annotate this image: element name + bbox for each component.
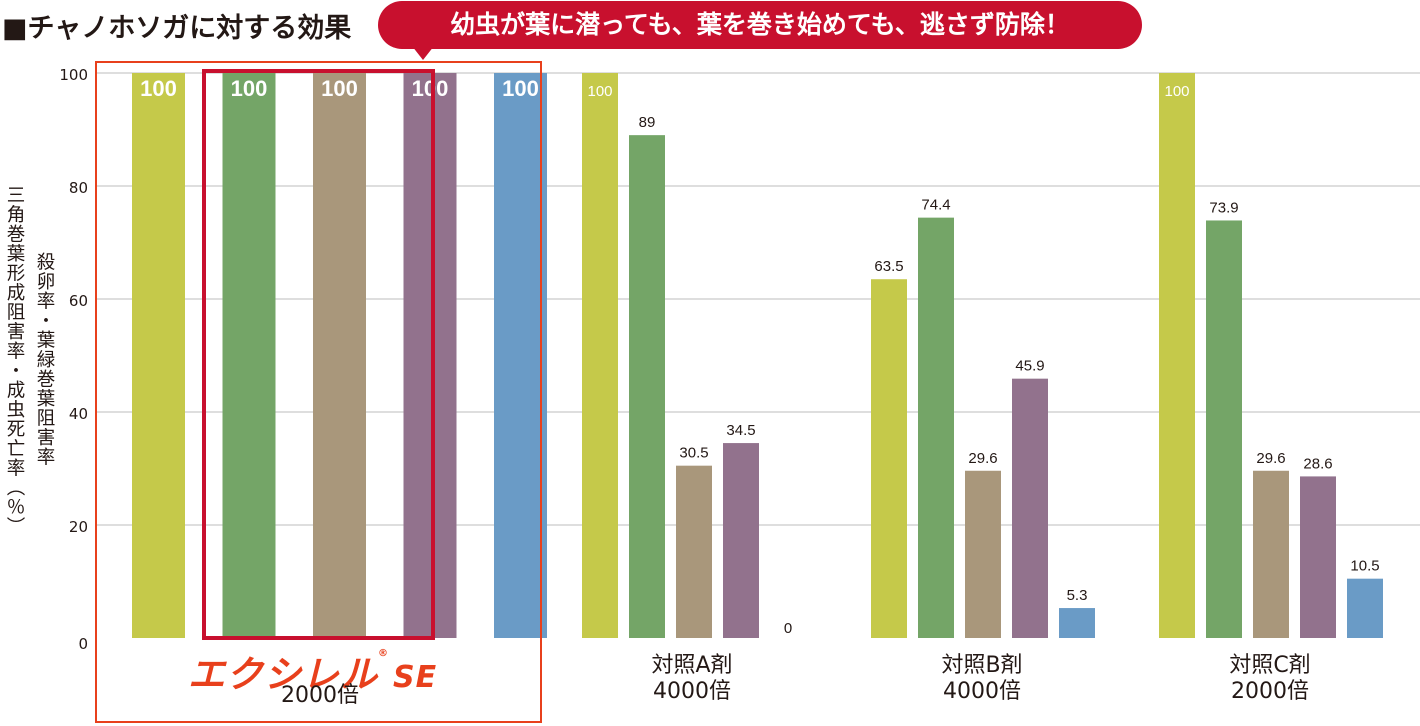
- y-tick-label: 100: [59, 66, 88, 84]
- control-a-rate: 4000倍: [653, 679, 731, 704]
- highlight-box: [202, 69, 435, 640]
- value-label-g3-s2: 29.6: [1256, 450, 1285, 467]
- logo-brand: エクシレル: [188, 653, 378, 696]
- bar-g2-s0: [871, 279, 907, 638]
- y-tick-label: 80: [69, 179, 88, 197]
- bar-g1-s3: [723, 443, 759, 638]
- bar-g2-s1: [918, 217, 954, 638]
- product-group-frame: [95, 61, 542, 723]
- value-label-g0-s2: 100: [321, 76, 358, 101]
- group-boxes: [95, 61, 542, 723]
- y-axis-label-inner: 殺卵率・葉緑巻葉阻害率: [34, 252, 55, 467]
- product-logo: エクシレル® SE: [188, 644, 437, 698]
- control-b-rate: 4000倍: [943, 679, 1021, 704]
- bar-g1-s2: [676, 465, 712, 638]
- logo-suffix: SE: [393, 660, 438, 695]
- bars: [132, 73, 1383, 638]
- bar-g0-s0: [132, 73, 185, 638]
- value-label-g2-s3: 45.9: [1015, 358, 1044, 375]
- y-axis-label-outer: 三角巻葉形成阻害率・成虫死亡率（％）: [4, 185, 25, 536]
- value-label-g1-s0: 100: [587, 83, 612, 100]
- y-axis-ticks: 0 20 40 60 80 100: [59, 66, 88, 653]
- badge-pointer: [412, 46, 434, 60]
- group-label-control-c: 対照C剤 2000倍: [1152, 653, 1388, 705]
- value-label-g3-s3: 28.6: [1303, 455, 1332, 472]
- bar-g3-s2: [1253, 470, 1289, 638]
- bar-g3-s1: [1206, 220, 1242, 638]
- bar-g0-s1: [222, 73, 276, 638]
- group-label-control-a: 対照A剤 4000倍: [574, 653, 810, 705]
- y-tick-label: 20: [69, 518, 88, 536]
- value-label-g0-s4: 100: [502, 76, 539, 101]
- value-labels: 100 100 100 100 100 100 89 30.5 34.5 0 63.5 74.4 29.…: [140, 76, 1379, 637]
- group-label-control-b: 対照B剤 4000倍: [864, 653, 1100, 705]
- bar-g2-s2: [965, 470, 1001, 638]
- y-tick-label: 60: [69, 292, 88, 310]
- value-label-g0-s3: 100: [412, 76, 449, 101]
- chart-title: ■チャノホソガに対する効果: [2, 13, 352, 44]
- y-tick-label: 0: [78, 635, 88, 653]
- value-label-g1-s4: 0: [784, 620, 792, 637]
- value-label-g1-s2: 30.5: [679, 445, 708, 462]
- value-label-g2-s2: 29.6: [968, 450, 997, 467]
- value-label-g2-s0: 63.5: [874, 258, 903, 275]
- value-label-g2-s4: 5.3: [1067, 587, 1088, 604]
- bar-g3-s0: [1159, 73, 1195, 638]
- bar-g0-s3: [403, 73, 457, 638]
- bar-g2-s3: [1012, 378, 1048, 638]
- value-label-g0-s1: 100: [231, 76, 268, 101]
- y-tick-label: 40: [69, 405, 88, 423]
- value-label-g3-s1: 73.9: [1209, 199, 1238, 216]
- registered-mark: ®: [378, 648, 389, 659]
- bar-g2-s4: [1059, 608, 1095, 638]
- control-b-name: 対照B剤: [941, 653, 1023, 678]
- bar-g3-s3: [1300, 476, 1336, 638]
- control-c-name: 対照C剤: [1229, 653, 1311, 678]
- bar-g0-s4: [494, 73, 547, 638]
- control-c-rate: 2000倍: [1231, 679, 1309, 704]
- value-label-g1-s3: 34.5: [726, 422, 755, 439]
- bar-g0-s2: [313, 73, 366, 638]
- bar-g3-s4: [1347, 578, 1383, 638]
- bar-g1-s0: [582, 73, 618, 638]
- value-label-g3-s0: 100: [1164, 83, 1189, 100]
- value-label-g3-s4: 10.5: [1350, 558, 1379, 575]
- headline-badge: 幼虫が葉に潜っても、葉を巻き始めても、逃さず防除！: [378, 1, 1142, 49]
- control-a-name: 対照A剤: [651, 653, 733, 678]
- group-label-product-rate: 2000倍: [281, 683, 359, 708]
- value-label-g0-s0: 100: [140, 76, 177, 101]
- value-label-g2-s1: 74.4: [921, 197, 950, 214]
- bar-g1-s1: [629, 135, 665, 638]
- value-label-g1-s1: 89: [639, 114, 656, 131]
